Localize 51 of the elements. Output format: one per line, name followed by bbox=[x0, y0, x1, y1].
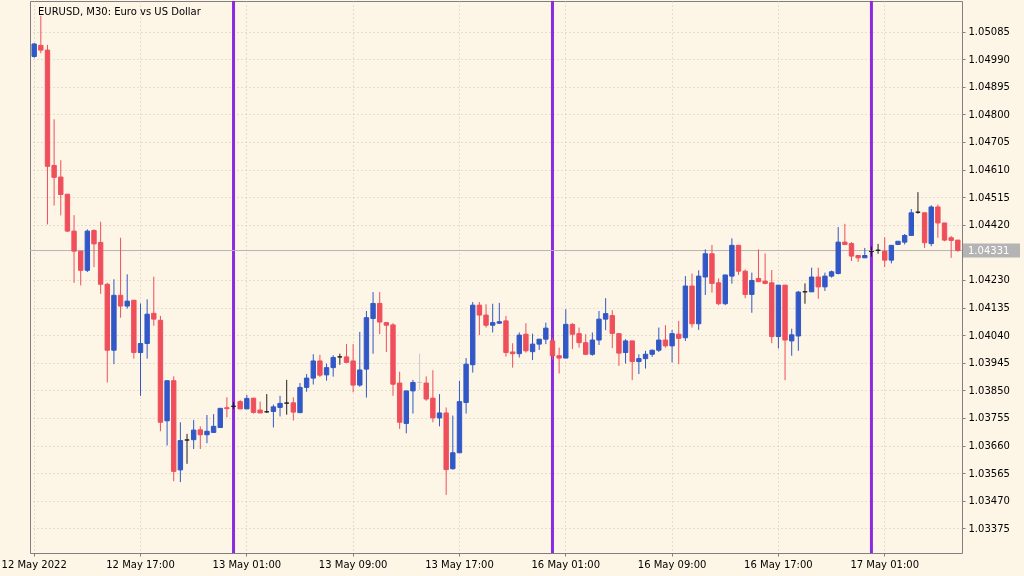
x-tick-label: 12 May 2022 bbox=[1, 558, 67, 570]
candlestick bbox=[808, 267, 815, 293]
x-tick-label: 17 May 01:00 bbox=[850, 558, 920, 570]
x-tick-label: 13 May 01:00 bbox=[212, 558, 282, 570]
x-tick-label: 16 May 01:00 bbox=[531, 558, 601, 570]
x-tick-label: 16 May 09:00 bbox=[637, 558, 707, 570]
y-tick-label: 1.04040 bbox=[968, 329, 1010, 341]
y-tick-label: 1.03945 bbox=[968, 357, 1010, 369]
candlestick bbox=[124, 273, 130, 310]
candlestick bbox=[516, 331, 522, 358]
y-tick-label: 1.03375 bbox=[968, 522, 1010, 534]
x-tick-label: 13 May 09:00 bbox=[318, 558, 388, 570]
candlestick bbox=[523, 322, 529, 354]
candlestick bbox=[662, 324, 669, 349]
candlestick bbox=[882, 236, 888, 268]
candlestick bbox=[676, 320, 682, 365]
candlestick bbox=[622, 338, 629, 365]
y-tick-label: 1.03755 bbox=[968, 412, 1010, 424]
y-tick-label: 1.03660 bbox=[968, 440, 1010, 452]
y-tick-label: 1.04230 bbox=[968, 274, 1010, 286]
candlestick bbox=[190, 419, 197, 450]
candlestick bbox=[290, 396, 297, 422]
candlestick bbox=[815, 267, 821, 300]
candlestick bbox=[224, 396, 230, 418]
chart-title: EURUSD, M30: Euro vs US Dollar bbox=[38, 5, 202, 17]
x-tick-label: 12 May 17:00 bbox=[106, 558, 175, 570]
candlestick bbox=[436, 393, 443, 427]
y-tick-label: 1.03850 bbox=[968, 384, 1010, 396]
y-tick-label: 1.03565 bbox=[968, 467, 1010, 479]
x-tick-label: 16 May 17:00 bbox=[744, 558, 813, 570]
candlestick bbox=[629, 340, 635, 381]
candlestick bbox=[117, 237, 124, 319]
y-tick-label: 1.04990 bbox=[968, 53, 1010, 65]
y-tick-label: 1.05085 bbox=[968, 26, 1010, 38]
candlestick bbox=[749, 272, 755, 314]
candlestick bbox=[317, 354, 323, 378]
ref-line-label: 1.04331 bbox=[968, 244, 1010, 256]
candlestick bbox=[197, 425, 203, 450]
y-tick-label: 1.04800 bbox=[968, 108, 1010, 120]
y-tick-label: 1.04610 bbox=[968, 164, 1010, 176]
x-tick-label: 13 May 17:00 bbox=[425, 558, 494, 570]
y-tick-label: 1.04705 bbox=[968, 136, 1010, 148]
candlestick bbox=[669, 329, 675, 363]
candlestick bbox=[284, 379, 290, 416]
y-tick-label: 1.04515 bbox=[968, 191, 1010, 203]
y-tick-label: 1.04135 bbox=[968, 302, 1010, 314]
y-tick-label: 1.04420 bbox=[968, 219, 1010, 231]
candlestick bbox=[151, 276, 157, 327]
y-tick-label: 1.04895 bbox=[968, 81, 1010, 93]
candlestick bbox=[888, 244, 895, 264]
y-tick-label: 1.03470 bbox=[968, 495, 1010, 507]
